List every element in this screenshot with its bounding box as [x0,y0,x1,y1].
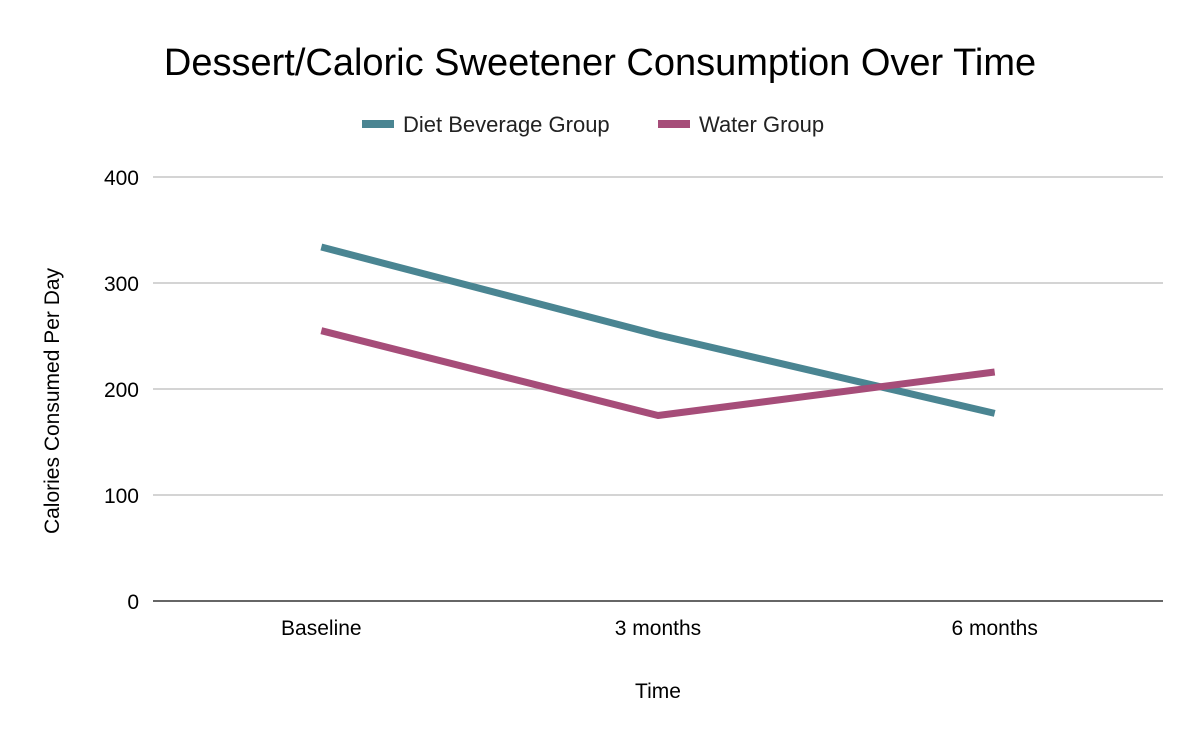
x-axis-ticks: Baseline 3 months 6 months [281,617,1038,640]
y-tick-label: 400 [104,167,139,190]
chart-title: Dessert/Caloric Sweetener Consumption Ov… [164,42,1036,84]
x-tick-label: 6 months [951,617,1037,640]
y-tick-label: 100 [104,485,139,508]
legend-label-diet-beverage: Diet Beverage Group [403,112,610,137]
x-tick-label: 3 months [615,617,701,640]
gridlines [153,176,1163,602]
y-tick-label: 200 [104,379,139,402]
x-tick-label: Baseline [281,617,362,640]
series-lines [320,243,996,419]
y-tick-label: 0 [127,591,139,614]
x-axis-label: Time [635,680,681,703]
legend: Diet Beverage Group Water Group [362,112,824,137]
y-axis-label: Calories Consumed Per Day [41,267,64,534]
legend-label-water: Water Group [699,112,824,137]
series-line-1 [320,327,996,419]
y-axis-ticks: 0 100 200 300 400 [104,167,139,614]
y-tick-label: 300 [104,273,139,296]
